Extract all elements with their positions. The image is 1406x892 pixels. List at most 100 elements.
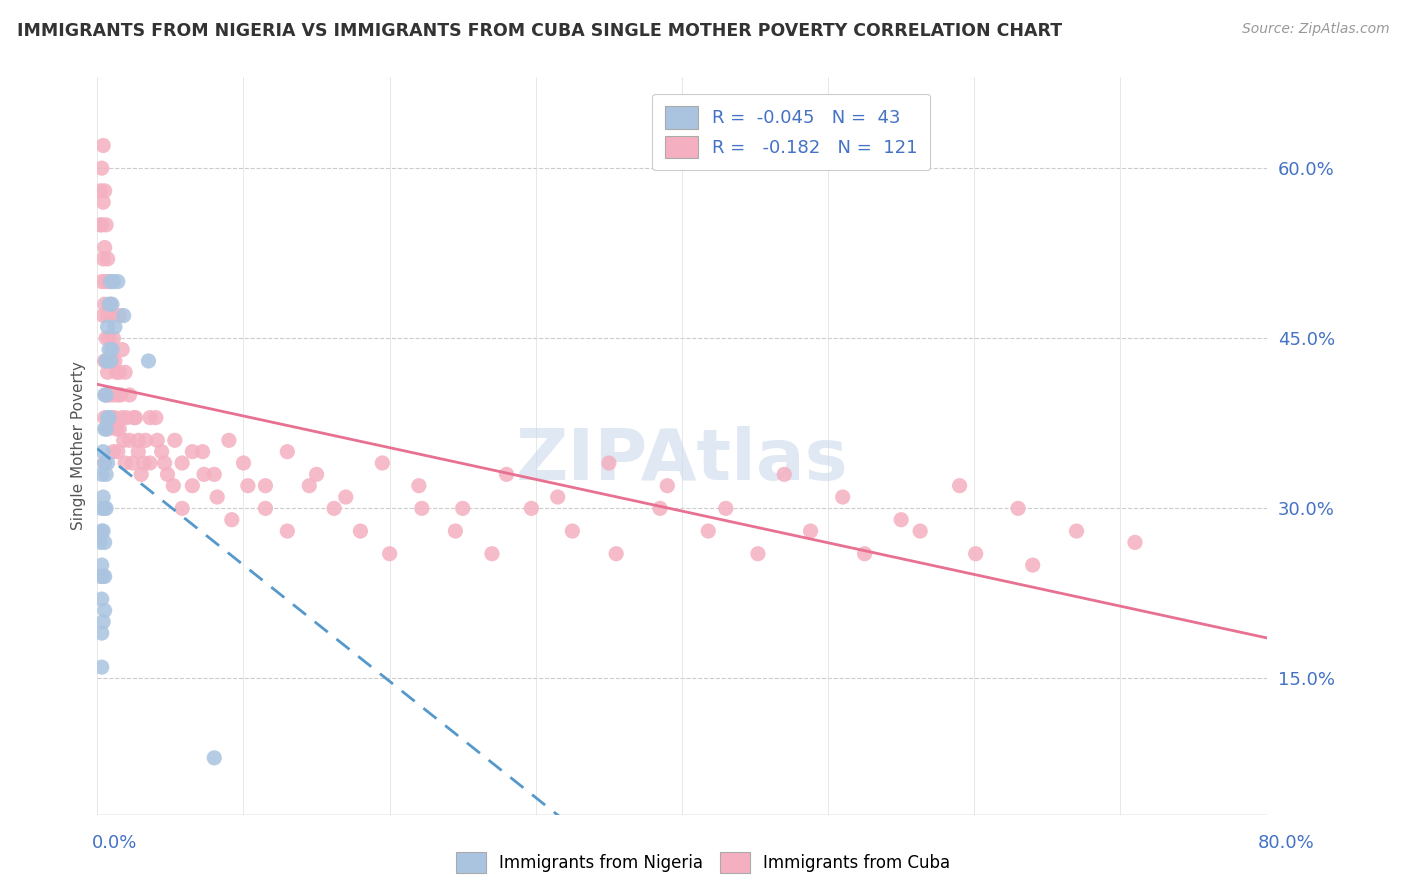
Point xyxy=(254,478,277,492)
Point xyxy=(799,524,821,538)
Text: IMMIGRANTS FROM NIGERIA VS IMMIGRANTS FROM CUBA SINGLE MOTHER POVERTY CORRELATIO: IMMIGRANTS FROM NIGERIA VS IMMIGRANTS FR… xyxy=(17,22,1062,40)
Point xyxy=(97,252,120,266)
Point xyxy=(89,218,111,232)
Point xyxy=(94,354,117,368)
Point xyxy=(908,524,931,538)
Point xyxy=(305,467,328,482)
Point xyxy=(94,388,117,402)
Legend: R =  -0.045   N =  43, R =   -0.182   N =  121: R = -0.045 N = 43, R = -0.182 N = 121 xyxy=(652,94,931,170)
Point xyxy=(146,434,169,448)
Point xyxy=(202,467,225,482)
Point xyxy=(108,365,131,379)
Point xyxy=(122,410,145,425)
Text: ZIPAtlas: ZIPAtlas xyxy=(516,426,848,495)
Point xyxy=(93,456,115,470)
Point xyxy=(90,161,112,176)
Point xyxy=(97,354,120,368)
Point xyxy=(93,410,115,425)
Point xyxy=(949,478,972,492)
Point xyxy=(93,297,115,311)
Point xyxy=(94,422,117,436)
Point xyxy=(93,241,115,255)
Point xyxy=(481,547,503,561)
Point xyxy=(371,456,394,470)
Point xyxy=(111,410,134,425)
Point xyxy=(129,467,152,482)
Point xyxy=(118,434,141,448)
Point xyxy=(254,501,277,516)
Point xyxy=(110,388,132,402)
Text: 0.0%: 0.0% xyxy=(91,834,136,852)
Point xyxy=(153,456,176,470)
Point xyxy=(91,490,114,504)
Point xyxy=(101,309,124,323)
Point xyxy=(349,524,371,538)
Point xyxy=(561,524,583,538)
Point xyxy=(773,467,796,482)
Point xyxy=(193,467,215,482)
Point xyxy=(831,490,853,504)
Point xyxy=(205,490,228,504)
Point xyxy=(411,501,433,516)
Point xyxy=(94,388,117,402)
Point xyxy=(115,410,138,425)
Point xyxy=(108,309,131,323)
Point xyxy=(172,501,194,516)
Point xyxy=(97,309,120,323)
Point xyxy=(323,501,346,516)
Point xyxy=(100,410,122,425)
Point xyxy=(276,444,298,458)
Point xyxy=(150,444,173,458)
Point xyxy=(97,422,120,436)
Point xyxy=(98,331,121,345)
Point xyxy=(1007,501,1029,516)
Point xyxy=(93,422,115,436)
Point xyxy=(145,410,167,425)
Point xyxy=(98,388,121,402)
Text: 80.0%: 80.0% xyxy=(1258,834,1315,852)
Point xyxy=(104,410,127,425)
Point xyxy=(93,354,115,368)
Point xyxy=(276,524,298,538)
Legend: Immigrants from Nigeria, Immigrants from Cuba: Immigrants from Nigeria, Immigrants from… xyxy=(449,846,957,880)
Point xyxy=(90,467,112,482)
Point xyxy=(236,478,259,492)
Point xyxy=(90,558,112,572)
Point xyxy=(114,365,136,379)
Point xyxy=(98,343,121,357)
Point xyxy=(118,388,141,402)
Point xyxy=(93,184,115,198)
Point xyxy=(93,535,115,549)
Point xyxy=(107,444,129,458)
Point xyxy=(103,331,125,345)
Point xyxy=(93,456,115,470)
Point xyxy=(112,434,135,448)
Y-axis label: Single Mother Poverty: Single Mother Poverty xyxy=(72,361,86,531)
Point xyxy=(101,297,124,311)
Point xyxy=(90,660,112,674)
Point xyxy=(124,410,146,425)
Point xyxy=(105,365,128,379)
Point xyxy=(91,569,114,583)
Point xyxy=(90,626,112,640)
Point xyxy=(94,331,117,345)
Point xyxy=(94,218,117,232)
Point xyxy=(104,320,127,334)
Point xyxy=(101,343,124,357)
Point xyxy=(218,434,240,448)
Point xyxy=(520,501,543,516)
Point xyxy=(232,456,254,470)
Point xyxy=(108,422,131,436)
Point xyxy=(965,547,987,561)
Point xyxy=(1021,558,1043,572)
Point xyxy=(547,490,569,504)
Point xyxy=(100,354,122,368)
Point xyxy=(93,388,115,402)
Point xyxy=(107,275,129,289)
Point xyxy=(94,467,117,482)
Point xyxy=(91,444,114,458)
Point xyxy=(697,524,720,538)
Point xyxy=(135,434,157,448)
Point xyxy=(714,501,737,516)
Point xyxy=(90,275,112,289)
